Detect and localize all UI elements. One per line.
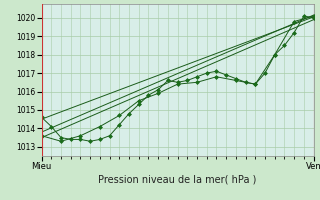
X-axis label: Pression niveau de la mer( hPa ): Pression niveau de la mer( hPa )	[99, 174, 257, 184]
